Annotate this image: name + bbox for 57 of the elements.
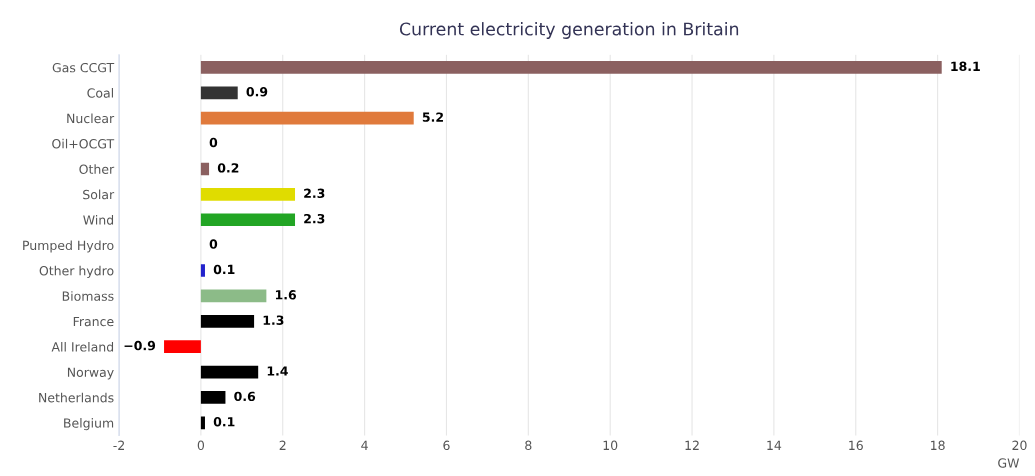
- y-tick-label: Netherlands: [39, 392, 114, 403]
- bar: [200, 264, 205, 277]
- data-label: −0.9: [124, 340, 156, 351]
- bar: [200, 111, 414, 125]
- y-tick-label: Pumped Hydro: [23, 240, 114, 253]
- x-tick-label: 18: [931, 440, 945, 451]
- x-tick-label: 12: [685, 440, 699, 450]
- bar: [164, 340, 201, 354]
- x-tick-label: 20: [1012, 440, 1027, 451]
- y-tick-label: Gas CCGT: [52, 62, 115, 73]
- data-label: 0.9: [246, 86, 268, 97]
- data-label: 1.6: [275, 290, 297, 300]
- y-tick-label: France: [73, 316, 114, 327]
- bar: [200, 86, 238, 100]
- bar: [200, 391, 226, 404]
- x-axis-title: GW: [998, 458, 1020, 468]
- y-tick-label: Oil+OCGT: [52, 138, 115, 149]
- data-label: 0.2: [217, 163, 239, 173]
- bar: [200, 289, 267, 303]
- data-label: 1.3: [263, 315, 284, 325]
- data-label: 0.1: [213, 264, 235, 275]
- data-label: 0.6: [234, 391, 256, 402]
- bar: [200, 365, 259, 379]
- y-tick-label: Belgium: [64, 418, 114, 431]
- x-tick-label: -2: [113, 440, 125, 450]
- x-tick-label: 10: [603, 440, 618, 451]
- x-tick-label: 16: [849, 440, 863, 451]
- bar: [200, 188, 296, 201]
- y-tick-label: Solar: [83, 189, 115, 200]
- data-label: 18.1: [951, 61, 980, 72]
- y-tick-label: Coal: [87, 88, 113, 98]
- y-tick-label: Norway: [67, 367, 114, 380]
- bar: [200, 416, 205, 430]
- data-label: 1.4: [267, 366, 288, 376]
- bar: [200, 162, 210, 176]
- x-tick-label: 2: [279, 440, 286, 450]
- data-label: 0: [209, 239, 218, 249]
- x-tick-label: 4: [361, 440, 368, 450]
- bar: [200, 314, 255, 328]
- bar: [200, 61, 942, 74]
- data-label: 2.3: [304, 188, 325, 198]
- bar: [200, 213, 296, 227]
- x-tick-label: 0: [197, 440, 205, 451]
- y-tick-label: Biomass: [62, 291, 114, 301]
- x-tick-label: 6: [443, 440, 450, 451]
- data-label: 0: [209, 137, 218, 148]
- data-label: 5.2: [422, 112, 443, 122]
- y-tick-label: Other hydro: [39, 265, 114, 278]
- y-tick-label: Wind: [83, 215, 114, 225]
- y-tick-label: Nuclear: [67, 113, 115, 124]
- y-tick-label: Other: [79, 164, 115, 174]
- chart-title: Current electricity generation in Britain: [399, 22, 739, 39]
- x-tick-label: 14: [767, 440, 782, 450]
- data-label: 0.1: [213, 417, 235, 427]
- data-label: 2.3: [304, 213, 325, 224]
- x-tick-label: 8: [525, 440, 532, 451]
- y-tick-label: All Ireland: [51, 341, 114, 352]
